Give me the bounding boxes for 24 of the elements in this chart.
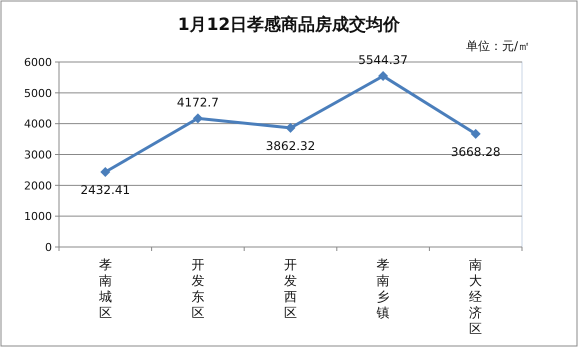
x-tick-label: 孝南城区 — [98, 258, 112, 321]
point — [100, 167, 110, 177]
data-label: 5544.37 — [358, 53, 408, 68]
data-label: 3862.32 — [266, 138, 316, 153]
data-label: 2432.41 — [80, 183, 130, 197]
x-tick-label: 孝南乡镇 — [376, 258, 390, 321]
y-tick-label: 4000 — [24, 118, 52, 131]
x-tick-label: 开发西区 — [284, 258, 297, 321]
y-tick-label: 1000 — [24, 210, 52, 224]
y-tick-label: 0 — [45, 241, 52, 254]
text: 单位：元/㎡ — [466, 39, 530, 53]
y-tick-label: 2000 — [24, 179, 52, 192]
x-tick-label: 南大经济区 — [469, 258, 482, 337]
point — [378, 71, 388, 82]
x-tick-label: 开发东区 — [191, 258, 204, 321]
y-tick-label: 5000 — [24, 86, 52, 100]
point — [192, 113, 203, 124]
point — [470, 128, 481, 139]
point — [286, 122, 296, 133]
y-tick-label: 6000 — [24, 56, 52, 69]
y-tick-label: 3000 — [24, 148, 52, 162]
chart-title: 1月12日孝感商品房成交均价 — [178, 15, 402, 35]
data-label: 4172.7 — [176, 95, 219, 110]
data-label: 3668.28 — [450, 144, 501, 159]
